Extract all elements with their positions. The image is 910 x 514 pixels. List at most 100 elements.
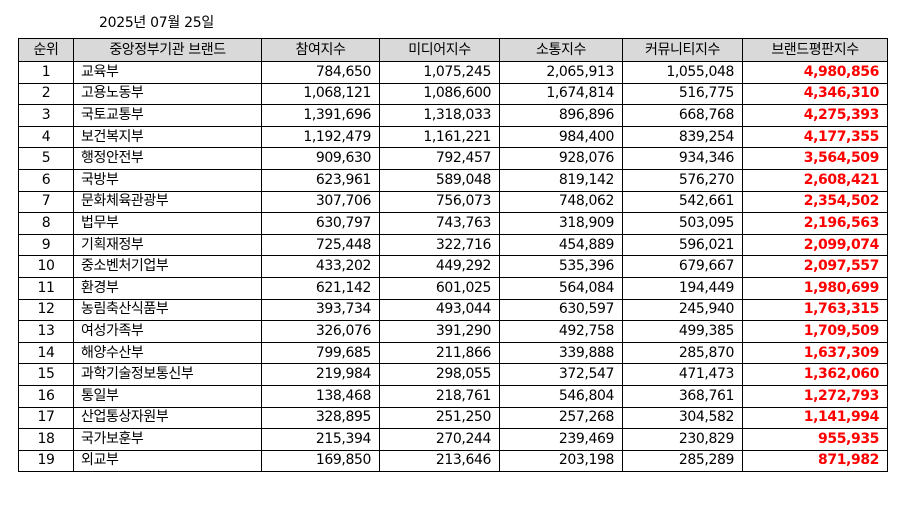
table-row: 17 산업통상자원부 328,895 251,250 257,268 304,5…: [18, 406, 888, 430]
table-row: 8 법무부 630,797 743,763 318,909 503,095 2,…: [18, 212, 888, 235]
brand-reputation-cell: 1,980,699: [742, 276, 888, 300]
communication-cell: 339,888: [499, 341, 623, 365]
name-cell: 법무부: [73, 212, 262, 235]
communication-cell: 630,597: [499, 298, 623, 322]
community-cell: 516,775: [622, 82, 743, 106]
community-cell: 304,582: [622, 406, 743, 430]
rank-cell: 2: [18, 82, 74, 106]
header-participation: 참여지수: [261, 38, 380, 62]
community-cell: 503,095: [622, 212, 743, 235]
communication-cell: 748,062: [499, 190, 623, 214]
rank-cell: 18: [18, 428, 74, 451]
rank-cell: 9: [18, 233, 74, 257]
community-cell: 576,270: [622, 168, 743, 192]
participation-cell: 799,685: [261, 341, 380, 365]
brand-reputation-cell: 1,709,509: [742, 320, 888, 343]
brand-reputation-cell: 2,196,563: [742, 212, 888, 235]
media-cell: 743,763: [379, 212, 500, 235]
rank-cell: 19: [18, 449, 74, 473]
media-cell: 298,055: [379, 363, 500, 386]
table-row: 15 과학기술정보통신부 219,984 298,055 372,547 471…: [18, 363, 888, 386]
table-row: 13 여성가족부 326,076 391,290 492,758 499,385…: [18, 320, 888, 343]
communication-cell: 372,547: [499, 363, 623, 386]
community-cell: 596,021: [622, 233, 743, 257]
table-row: 6 국방부 623,961 589,048 819,142 576,270 2,…: [18, 168, 888, 192]
media-cell: 322,716: [379, 233, 500, 257]
name-cell: 문화체육관광부: [73, 190, 262, 214]
rank-cell: 1: [18, 61, 74, 84]
brand-reputation-cell: 1,763,315: [742, 298, 888, 322]
brand-reputation-table: 순위 중앙정부기관 브랜드 참여지수 미디어지수 소통지수 커뮤니티지수 브랜드…: [18, 38, 888, 473]
brand-reputation-cell: 3,564,509: [742, 147, 888, 170]
community-cell: 499,385: [622, 320, 743, 343]
communication-cell: 564,084: [499, 276, 623, 300]
name-cell: 국방부: [73, 168, 262, 192]
name-cell: 국가보훈부: [73, 428, 262, 451]
header-community: 커뮤니티지수: [622, 38, 743, 62]
name-cell: 국토교통부: [73, 104, 262, 127]
header-media: 미디어지수: [379, 38, 500, 62]
header-rank: 순위: [18, 38, 74, 62]
participation-cell: 433,202: [261, 255, 380, 278]
name-cell: 통일부: [73, 384, 262, 408]
community-cell: 668,768: [622, 104, 743, 127]
participation-cell: 169,850: [261, 449, 380, 473]
name-cell: 기획재정부: [73, 233, 262, 257]
rank-cell: 8: [18, 212, 74, 235]
media-cell: 756,073: [379, 190, 500, 214]
participation-cell: 1,068,121: [261, 82, 380, 106]
table-row: 4 보건복지부 1,192,479 1,161,221 984,400 839,…: [18, 125, 888, 149]
media-cell: 589,048: [379, 168, 500, 192]
rank-cell: 15: [18, 363, 74, 386]
name-cell: 여성가족부: [73, 320, 262, 343]
table-row: 14 해양수산부 799,685 211,866 339,888 285,870…: [18, 341, 888, 365]
table-row: 9 기획재정부 725,448 322,716 454,889 596,021 …: [18, 233, 888, 257]
communication-cell: 2,065,913: [499, 61, 623, 84]
name-cell: 과학기술정보통신부: [73, 363, 262, 386]
table-header-row: 순위 중앙정부기관 브랜드 참여지수 미디어지수 소통지수 커뮤니티지수 브랜드…: [18, 38, 888, 62]
communication-cell: 318,909: [499, 212, 623, 235]
media-cell: 1,161,221: [379, 125, 500, 149]
community-cell: 1,055,048: [622, 61, 743, 84]
communication-cell: 819,142: [499, 168, 623, 192]
brand-reputation-cell: 1,637,309: [742, 341, 888, 365]
community-cell: 368,761: [622, 384, 743, 408]
brand-reputation-cell: 2,097,557: [742, 255, 888, 278]
communication-cell: 203,198: [499, 449, 623, 473]
name-cell: 산업통상자원부: [73, 406, 262, 430]
community-cell: 542,661: [622, 190, 743, 214]
table-row: 19 외교부 169,850 213,646 203,198 285,289 8…: [18, 449, 888, 473]
communication-cell: 928,076: [499, 147, 623, 170]
rank-cell: 16: [18, 384, 74, 408]
communication-cell: 492,758: [499, 320, 623, 343]
community-cell: 245,940: [622, 298, 743, 322]
name-cell: 외교부: [73, 449, 262, 473]
media-cell: 601,025: [379, 276, 500, 300]
media-cell: 270,244: [379, 428, 500, 451]
rank-cell: 3: [18, 104, 74, 127]
participation-cell: 215,394: [261, 428, 380, 451]
date-label: 2025년 07월 25일: [99, 15, 214, 31]
header-communication: 소통지수: [499, 38, 623, 62]
participation-cell: 630,797: [261, 212, 380, 235]
header-brand-reputation: 브랜드평판지수: [742, 38, 888, 62]
table-row: 7 문화체육관광부 307,706 756,073 748,062 542,66…: [18, 190, 888, 214]
communication-cell: 1,674,814: [499, 82, 623, 106]
participation-cell: 725,448: [261, 233, 380, 257]
brand-reputation-cell: 4,346,310: [742, 82, 888, 106]
participation-cell: 621,142: [261, 276, 380, 300]
participation-cell: 138,468: [261, 384, 380, 408]
table-row: 16 통일부 138,468 218,761 546,804 368,761 1…: [18, 384, 888, 408]
participation-cell: 393,734: [261, 298, 380, 322]
media-cell: 391,290: [379, 320, 500, 343]
community-cell: 934,346: [622, 147, 743, 170]
table-row: 12 농림축산식품부 393,734 493,044 630,597 245,9…: [18, 298, 888, 322]
rank-cell: 5: [18, 147, 74, 170]
table-row: 18 국가보훈부 215,394 270,244 239,469 230,829…: [18, 428, 888, 451]
name-cell: 농림축산식품부: [73, 298, 262, 322]
rank-cell: 6: [18, 168, 74, 192]
rank-cell: 12: [18, 298, 74, 322]
header-name: 중앙정부기관 브랜드: [73, 38, 262, 62]
participation-cell: 623,961: [261, 168, 380, 192]
media-cell: 449,292: [379, 255, 500, 278]
